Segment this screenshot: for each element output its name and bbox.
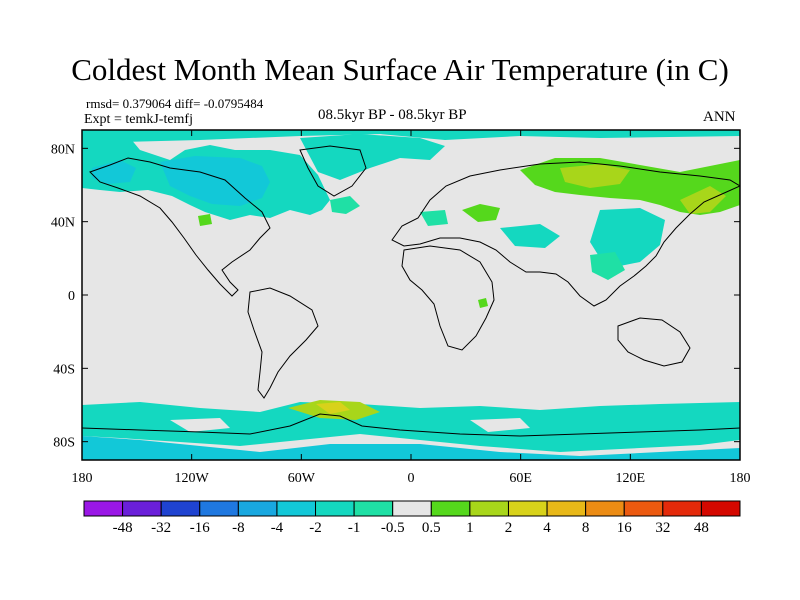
colorbar-label: -1 (348, 520, 361, 536)
x-tick-label: 0 (408, 471, 415, 486)
region-southern-ocean-band (82, 402, 740, 452)
colorbar-cell (160, 500, 201, 517)
region-greenland-cap (300, 134, 445, 180)
colorbar-cell (83, 500, 124, 517)
stats-line: rmsd= 0.379064 diff= -0.0795484 (86, 96, 264, 111)
region-arctic-canada-core (160, 156, 270, 206)
expt-line: Expt = temkJ-temfj (84, 112, 193, 127)
season-label: ANN (703, 109, 736, 125)
colorbar-cell (507, 500, 548, 517)
chart-title: Coldest Month Mean Surface Air Temperatu… (71, 52, 729, 87)
x-axis: 180 120W 60W 0 60E 120E 180 (72, 130, 751, 486)
colorbar-label: -8 (232, 520, 245, 536)
y-tick-label: 80S (53, 436, 75, 451)
region-peninsula-core (316, 402, 350, 414)
colorbar-cell (430, 500, 471, 517)
colorbar-label: 8 (582, 520, 590, 536)
colorbar-cell (199, 500, 239, 517)
x-tick-label: 120E (616, 471, 646, 486)
coast-south-america (247, 287, 319, 399)
x-tick-label: 180 (72, 471, 93, 486)
colorbar-label: -0.5 (381, 520, 405, 536)
colorbar-label: -4 (271, 520, 284, 536)
center-label: 08.5kyr BP - 08.5kyr BP (318, 107, 467, 123)
colorbar-cell (276, 500, 317, 517)
region-central-asia-cool (500, 224, 560, 248)
x-tick-label: 180 (730, 471, 751, 486)
region-antarctic-interior-cool (82, 436, 740, 460)
colorbar-cell (122, 500, 162, 517)
region-rockies-patch (198, 214, 212, 226)
y-tick-label: 40N (51, 216, 75, 231)
y-tick-label: 40S (53, 362, 75, 377)
region-nw-europe-cool (420, 210, 448, 226)
coast-north-america (89, 157, 271, 297)
colorbar-label: 1 (466, 520, 474, 536)
colorbar-cell (237, 500, 278, 517)
region-africa-patch (478, 298, 488, 308)
coast-australia (617, 317, 691, 367)
colorbar-cell (315, 500, 355, 517)
colorbar-cell (469, 500, 509, 517)
colorbar-cell (546, 500, 587, 517)
colorbar-cell (585, 500, 625, 517)
colorbar-cell (353, 500, 394, 517)
coastlines (82, 145, 740, 437)
region-arctic-top (82, 130, 740, 144)
colorbar-label: 48 (694, 520, 709, 536)
region-east-siberia-core (560, 164, 630, 188)
colorbar: -48 -32 -16 -8 -4 -2 -1 -0.5 0.5 1 2 4 8 16 32 48 (83, 500, 741, 536)
coast-africa (401, 245, 495, 351)
y-tick-label: 80N (51, 142, 75, 157)
region-europe-patch (462, 204, 500, 222)
x-tick-label: 120W (175, 471, 210, 486)
region-east-asia-cool (590, 208, 665, 266)
region-kamchatka-core (680, 186, 726, 214)
colorbar-cell (623, 500, 664, 517)
colorbar-label: -48 (113, 520, 133, 536)
region-alaska-patch (92, 160, 136, 184)
colorbar-label: 16 (617, 520, 633, 536)
colorbar-label: -2 (309, 520, 322, 536)
x-tick-label: 60W (288, 471, 316, 486)
region-china-cool (590, 252, 625, 280)
colorbar-cell (700, 500, 741, 517)
colorbar-label: 0.5 (422, 520, 441, 536)
coast-eurasia (391, 161, 740, 307)
colorbar-cell (392, 500, 432, 517)
region-southern-gap-1 (170, 418, 230, 432)
x-tick-label: 60E (509, 471, 532, 486)
y-tick-label: 0 (68, 289, 75, 304)
coast-antarctica (82, 413, 740, 437)
colorbar-label: -16 (190, 520, 210, 536)
colorbar-label: 2 (505, 520, 513, 536)
colorbar-label: -32 (151, 520, 171, 536)
colorbar-label: 4 (543, 520, 551, 536)
anomaly-field (82, 130, 740, 460)
colorbar-label: 32 (655, 520, 670, 536)
coast-greenland (299, 145, 367, 197)
region-southern-gap-2 (470, 418, 530, 432)
region-north-atlantic (330, 196, 360, 214)
y-axis: 80N 40N 0 40S 80S (51, 142, 740, 451)
colorbar-cell (662, 500, 702, 517)
